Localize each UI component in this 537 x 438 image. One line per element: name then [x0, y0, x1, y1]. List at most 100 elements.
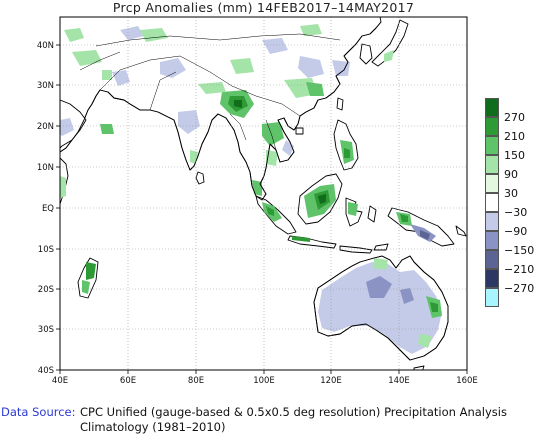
indochina-wet-2	[266, 150, 278, 166]
legend-row: −90	[484, 225, 537, 250]
australia-east-wet-core	[430, 302, 438, 312]
legend-swatch	[485, 117, 499, 136]
north-china-wet	[230, 58, 254, 74]
legend-label: −150	[504, 244, 535, 257]
legend-row: 210	[484, 130, 537, 155]
legend-row: 90	[484, 168, 537, 193]
hainan	[295, 127, 304, 135]
madagascar-wet	[86, 262, 96, 280]
legend-swatch	[485, 269, 499, 288]
legend-label: −90	[504, 225, 528, 238]
ne-india-wet-max	[234, 100, 242, 108]
japan-wet	[384, 50, 394, 62]
tibet-dry	[160, 58, 186, 78]
lesser-sunda	[339, 245, 373, 254]
china-dry-2	[332, 60, 350, 76]
map-title: Prcp Anomalies (mm) 14FEB2017–14MAY2017	[112, 0, 415, 15]
tick-marks	[56, 44, 468, 374]
sri-lanka	[195, 171, 205, 185]
lon-label: 120E	[320, 376, 342, 386]
philippines-wet-core	[344, 148, 350, 158]
legend-row: 30	[484, 187, 537, 212]
australia-dry-core	[366, 276, 392, 298]
legend-swatch	[485, 174, 499, 193]
legend-swatch	[485, 250, 499, 269]
country-borders	[79, 33, 341, 151]
legend-label: 90	[504, 168, 518, 181]
madagascar-wet-light	[82, 280, 90, 294]
legend-row	[484, 98, 537, 117]
lat-lon-grid	[60, 17, 467, 370]
legend-label: 270	[504, 111, 525, 124]
new-guinea-wet-core	[400, 214, 408, 222]
moluccas	[367, 205, 377, 223]
anomaly-shading	[60, 24, 442, 354]
arabia-dry	[60, 118, 74, 136]
lon-label: 160E	[456, 376, 478, 386]
legend-row: 270	[484, 111, 537, 136]
new-guinea-dry-core	[420, 230, 430, 240]
data-source-key: Data Source:	[1, 405, 76, 419]
legend-row: −270	[484, 282, 537, 307]
lat-label: EQ	[42, 204, 54, 214]
borneo-wet-max	[318, 194, 326, 204]
lat-label: 40S	[38, 366, 54, 376]
central-asia-dry	[120, 26, 144, 40]
legend-label: 30	[504, 187, 518, 200]
sulawesi-wet	[348, 202, 358, 216]
arabian-peninsula	[60, 99, 87, 149]
legend-label: −270	[504, 282, 535, 295]
lon-label: 60E	[120, 376, 136, 386]
legend-row: −30	[484, 206, 537, 231]
legend-swatch	[485, 288, 499, 307]
legend-label: −210	[504, 263, 535, 276]
australia-dry-area	[318, 262, 442, 354]
lat-label: 40N	[37, 41, 54, 51]
east-africa-wet	[60, 176, 66, 198]
lon-label: 80E	[188, 376, 204, 386]
tasmania	[413, 365, 425, 370]
legend-swatch	[485, 231, 499, 250]
indochina-wet	[262, 122, 284, 146]
java-wet	[292, 236, 310, 242]
india-west-wet	[102, 70, 112, 80]
australia-dry-core-2	[400, 288, 414, 304]
legend-swatch	[485, 212, 499, 231]
lat-label: 30N	[37, 81, 54, 91]
legend-swatch	[485, 155, 499, 174]
caucasus-wet	[64, 28, 84, 42]
legend-swatch	[485, 193, 499, 212]
lat-label: 20S	[38, 285, 54, 295]
legend-row: −150	[484, 244, 537, 269]
legend-swatch	[485, 98, 499, 117]
lat-label: 30S	[38, 325, 54, 335]
lat-label: 10N	[37, 163, 54, 173]
china-dry-1	[298, 56, 324, 78]
legend-swatch	[485, 136, 499, 155]
lon-label: 40E	[52, 376, 68, 386]
central-asia-wet	[72, 50, 102, 66]
lon-label: 140E	[388, 376, 410, 386]
legend-row: −210	[484, 263, 537, 288]
korea	[359, 43, 373, 65]
lat-label: 20N	[37, 122, 54, 132]
timor	[373, 243, 389, 251]
japan	[371, 19, 409, 67]
sumatra-wet-core	[266, 206, 274, 216]
arabia-wet	[100, 124, 114, 134]
legend-label: 150	[504, 149, 525, 162]
lat-label: 10S	[38, 245, 54, 255]
legend-label: 210	[504, 130, 525, 143]
iran-dry	[112, 70, 130, 86]
map-frame	[59, 16, 468, 371]
data-source-line-2: Climatology (1981–2010)	[80, 420, 226, 434]
india-dry	[178, 110, 200, 134]
mongolia-dry	[262, 38, 288, 54]
east-siberia-wet	[300, 24, 322, 36]
china-wet	[306, 82, 324, 96]
data-source-line-1: CPC Unified (gauge-based & 0.5x0.5 deg r…	[80, 405, 507, 419]
taiwan	[336, 97, 344, 111]
legend-row: 150	[484, 149, 537, 174]
australia-se-wet	[418, 334, 432, 348]
